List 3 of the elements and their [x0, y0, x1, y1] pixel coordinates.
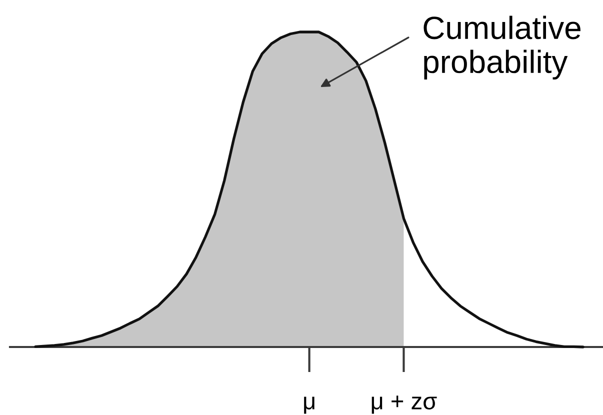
annotation: Cumulative probability: [424, 16, 580, 80]
x-tick-label: μ + zσ: [372, 396, 437, 414]
x-tick-label: μ: [304, 396, 314, 414]
